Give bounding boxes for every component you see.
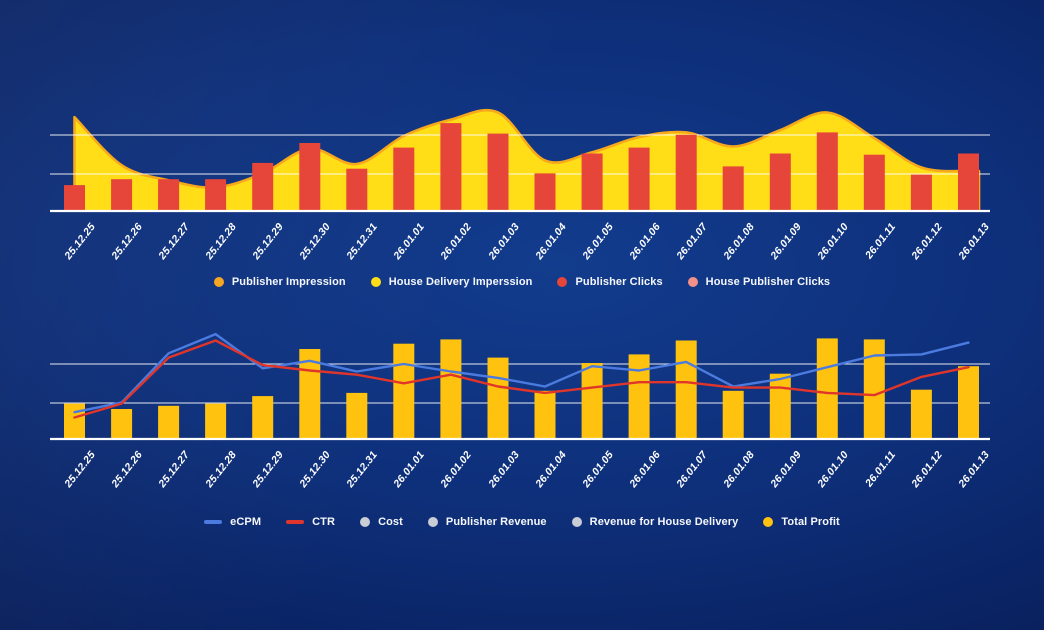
legend-dot-icon <box>370 277 381 287</box>
legend-item-ecpm[interactable]: eCPM <box>204 516 261 528</box>
legend-label: Publisher Clicks <box>575 276 663 288</box>
legend-dot-icon <box>571 517 582 527</box>
gridlines <box>50 363 990 404</box>
legend-label: Publisher Revenue <box>445 516 547 528</box>
legend-label: House Delivery Imperssion <box>388 276 533 288</box>
legend-label: Publisher Impression <box>231 276 346 288</box>
legend-item-cost[interactable]: Cost <box>360 516 403 528</box>
legend-dot-icon <box>427 517 438 527</box>
legend-label: eCPM <box>230 516 262 528</box>
legend-dot-icon <box>213 277 224 287</box>
legend-item-house-publisher-clicks[interactable]: House Publisher Clicks <box>687 276 831 288</box>
legend-label: Cost <box>378 516 403 528</box>
publisher-clicks-bars <box>64 123 979 212</box>
legend-dash-icon <box>204 520 223 524</box>
legend-label: House Publisher Clicks <box>705 276 831 288</box>
legend-dot-icon <box>763 517 774 527</box>
legend-item-house-delivery-imperssion[interactable]: House Delivery Imperssion <box>370 276 533 288</box>
legend-dash-icon <box>286 520 305 524</box>
legend-item-revenue-for-house-delivery[interactable]: Revenue for House Delivery <box>571 516 739 528</box>
legend-label: CTR <box>312 516 336 528</box>
legend-label: Total Profit <box>781 516 840 528</box>
delivery-chart-legend: Publisher Impression House Delivery Imper… <box>0 274 1044 290</box>
delivery-chart-canvas <box>50 108 990 213</box>
legend-dot-icon <box>557 277 568 287</box>
revenue-chart-legend: eCPM CTR Cost Publisher Revenue Revenue for … <box>0 514 1044 530</box>
legend-item-publisher-impression[interactable]: Publisher Impression <box>213 276 346 288</box>
legend-dot-icon <box>687 277 698 287</box>
legend-item-publisher-clicks[interactable]: Publisher Clicks <box>557 276 663 288</box>
legend-dot-icon <box>360 517 371 527</box>
ctr-line <box>73 339 970 419</box>
legend-item-total-profit[interactable]: Total Profit <box>763 516 840 528</box>
legend-label: Revenue for House Delivery <box>589 516 739 528</box>
ecpm-line <box>73 332 970 414</box>
legend-item-ctr[interactable]: CTR <box>286 516 335 528</box>
revenue-chart-canvas <box>50 332 990 441</box>
legend-item-publisher-revenue[interactable]: Publisher Revenue <box>427 516 547 528</box>
